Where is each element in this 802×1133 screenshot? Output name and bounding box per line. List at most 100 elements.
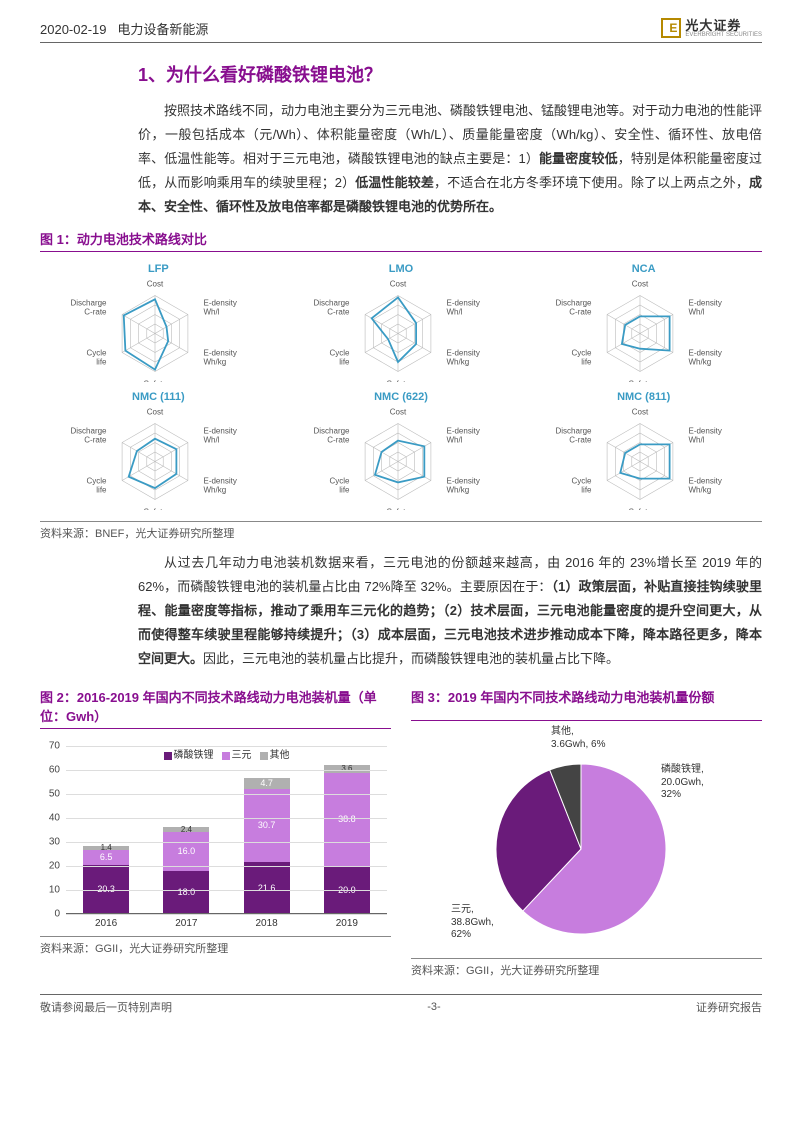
brand-en: EVERBRIGHT SECURITIES xyxy=(685,32,762,38)
svg-text:Cost: Cost xyxy=(389,408,406,417)
y-tick: 40 xyxy=(40,813,60,824)
svg-text:C-rate: C-rate xyxy=(570,436,593,445)
svg-text:C-rate: C-rate xyxy=(84,436,107,445)
svg-text:Wh/kg: Wh/kg xyxy=(689,358,712,367)
svg-text:C-rate: C-rate xyxy=(327,436,350,445)
svg-text:Discharge: Discharge xyxy=(70,299,107,308)
radar-cell: NMC (111)CostE-densityWh/lE-densityWh/kg… xyxy=(40,391,277,513)
bar-segment: 3.6 xyxy=(324,765,370,774)
svg-text:Cycle: Cycle xyxy=(86,477,107,486)
svg-text:C-rate: C-rate xyxy=(327,308,350,317)
svg-text:C-rate: C-rate xyxy=(84,308,107,317)
p2-c: 因此，三元电池的装机量占比提升，而磷酸铁锂电池的装机量占比下降。 xyxy=(203,651,619,666)
radar-svg: CostE-densityWh/lE-densityWh/kgSafetyCyc… xyxy=(525,277,755,382)
svg-text:Cycle: Cycle xyxy=(329,349,350,358)
bar-group: 4.730.721.62018 xyxy=(244,746,290,913)
footer-right: 证券研究报告 xyxy=(696,999,762,1015)
footer: 敬请参阅最后一页特别声明 -3- 证券研究报告 xyxy=(40,994,762,1015)
svg-text:life: life xyxy=(339,358,350,367)
footer-center: -3- xyxy=(427,1001,440,1013)
svg-text:E-density: E-density xyxy=(689,299,722,308)
svg-text:Safety: Safety xyxy=(386,380,409,383)
svg-text:Wh/l: Wh/l xyxy=(689,308,705,317)
bar-segment: 30.7 xyxy=(244,789,290,862)
radar-svg: CostE-densityWh/lE-densityWh/kgSafetyCyc… xyxy=(283,277,513,382)
svg-text:Discharge: Discharge xyxy=(313,299,350,308)
body-content: 1、为什么看好磷酸铁锂电池？ 按照技术路线不同，动力电池主要分为三元电池、磷酸铁… xyxy=(40,61,762,219)
svg-text:Cycle: Cycle xyxy=(329,477,350,486)
bar-group: 1.46.520.32016 xyxy=(83,746,129,913)
svg-text:Cost: Cost xyxy=(632,280,649,289)
paragraph-2: 从过去几年动力电池装机数据来看，三元电池的份额越来越高，由 2016 年的 23… xyxy=(138,551,762,671)
fig2-source: 资料来源：GGII，光大证券研究所整理 xyxy=(40,936,391,956)
radar-svg: CostE-densityWh/lE-densityWh/kgSafetyCyc… xyxy=(40,405,270,510)
fig3-source: 资料来源：GGII，光大证券研究所整理 xyxy=(411,958,762,978)
radar-cell: NCACostE-densityWh/lE-densityWh/kgSafety… xyxy=(525,263,762,385)
svg-text:Wh/l: Wh/l xyxy=(446,308,462,317)
page: 2020-02-19 电力设备新能源 E 光大证券 EVERBRIGHT SEC… xyxy=(0,0,802,1025)
bar-segment: 20.3 xyxy=(83,865,129,913)
svg-text:Cycle: Cycle xyxy=(86,349,107,358)
svg-text:Wh/kg: Wh/kg xyxy=(446,486,469,495)
header-left: 2020-02-19 电力设备新能源 xyxy=(40,19,208,38)
bar-segment: 16.0 xyxy=(163,832,209,870)
svg-text:Safety: Safety xyxy=(629,508,652,511)
svg-text:E-density: E-density xyxy=(446,349,479,358)
svg-text:life: life xyxy=(96,486,107,495)
logo-icon: E xyxy=(661,18,681,38)
radar-title: NCA xyxy=(525,263,762,275)
pie-chart: 其他,3.6Gwh, 6%磷酸铁锂,20.0Gwh,32%三元,38.8Gwh,… xyxy=(411,724,762,954)
radar-title: NMC (811) xyxy=(525,391,762,403)
x-label: 2018 xyxy=(256,918,278,929)
fig1-title: 图 1：动力电池技术路线对比 xyxy=(40,229,762,252)
svg-text:E-density: E-density xyxy=(203,427,236,436)
y-tick: 50 xyxy=(40,789,60,800)
fig2-title: 图 2：2016-2019 年国内不同技术路线动力电池装机量（单位：Gwh） xyxy=(40,687,391,729)
radar-title: LMO xyxy=(283,263,520,275)
svg-text:Safety: Safety xyxy=(386,508,409,511)
header: 2020-02-19 电力设备新能源 E 光大证券 EVERBRIGHT SEC… xyxy=(40,18,762,43)
svg-text:Discharge: Discharge xyxy=(313,427,350,436)
y-tick: 60 xyxy=(40,765,60,776)
svg-text:Cost: Cost xyxy=(389,280,406,289)
y-tick: 20 xyxy=(40,861,60,872)
svg-text:E-density: E-density xyxy=(689,477,722,486)
svg-text:Wh/l: Wh/l xyxy=(446,436,462,445)
radar-svg: CostE-densityWh/lE-densityWh/kgSafetyCyc… xyxy=(525,405,755,510)
bar-chart: 磷酸铁锂三元其他 1.46.520.320162.416.018.020174.… xyxy=(40,732,391,932)
svg-text:Cost: Cost xyxy=(147,280,164,289)
footer-left: 敬请参阅最后一页特别声明 xyxy=(40,999,172,1015)
y-tick: 30 xyxy=(40,837,60,848)
svg-text:life: life xyxy=(582,486,593,495)
bar-segment: 4.7 xyxy=(244,778,290,789)
svg-text:E-density: E-density xyxy=(689,349,722,358)
radar-title: LFP xyxy=(40,263,277,275)
svg-text:Discharge: Discharge xyxy=(70,427,107,436)
svg-text:Safety: Safety xyxy=(144,380,167,383)
svg-text:Cycle: Cycle xyxy=(572,477,593,486)
svg-text:C-rate: C-rate xyxy=(570,308,593,317)
svg-text:E-density: E-density xyxy=(203,349,236,358)
x-label: 2017 xyxy=(175,918,197,929)
fig2-column: 图 2：2016-2019 年国内不同技术路线动力电池装机量（单位：Gwh） 磷… xyxy=(40,681,391,978)
x-label: 2019 xyxy=(336,918,358,929)
bar-segment: 21.6 xyxy=(244,862,290,914)
bar-segment: 6.5 xyxy=(83,850,129,866)
svg-text:Discharge: Discharge xyxy=(556,299,593,308)
pie-label: 三元,38.8Gwh,62% xyxy=(451,904,494,942)
svg-text:E-density: E-density xyxy=(446,299,479,308)
p1-bold-b: 能量密度较低 xyxy=(539,151,618,166)
header-date: 2020-02-19 xyxy=(40,22,107,37)
radar-svg: CostE-densityWh/lE-densityWh/kgSafetyCyc… xyxy=(40,277,270,382)
radar-svg: CostE-densityWh/lE-densityWh/kgSafetyCyc… xyxy=(283,405,513,510)
svg-text:Cost: Cost xyxy=(147,408,164,417)
svg-text:Wh/kg: Wh/kg xyxy=(446,358,469,367)
svg-text:Safety: Safety xyxy=(629,380,652,383)
section-heading: 1、为什么看好磷酸铁锂电池？ xyxy=(138,61,762,87)
fig1-source: 资料来源：BNEF，光大证券研究所整理 xyxy=(40,521,762,541)
pie-label: 磷酸铁锂,20.0Gwh,32% xyxy=(661,764,704,802)
svg-text:E-density: E-density xyxy=(203,477,236,486)
brand-logo: E 光大证券 EVERBRIGHT SECURITIES xyxy=(661,18,762,38)
bars-area: 1.46.520.320162.416.018.020174.730.721.6… xyxy=(66,746,387,914)
svg-text:E-density: E-density xyxy=(689,427,722,436)
